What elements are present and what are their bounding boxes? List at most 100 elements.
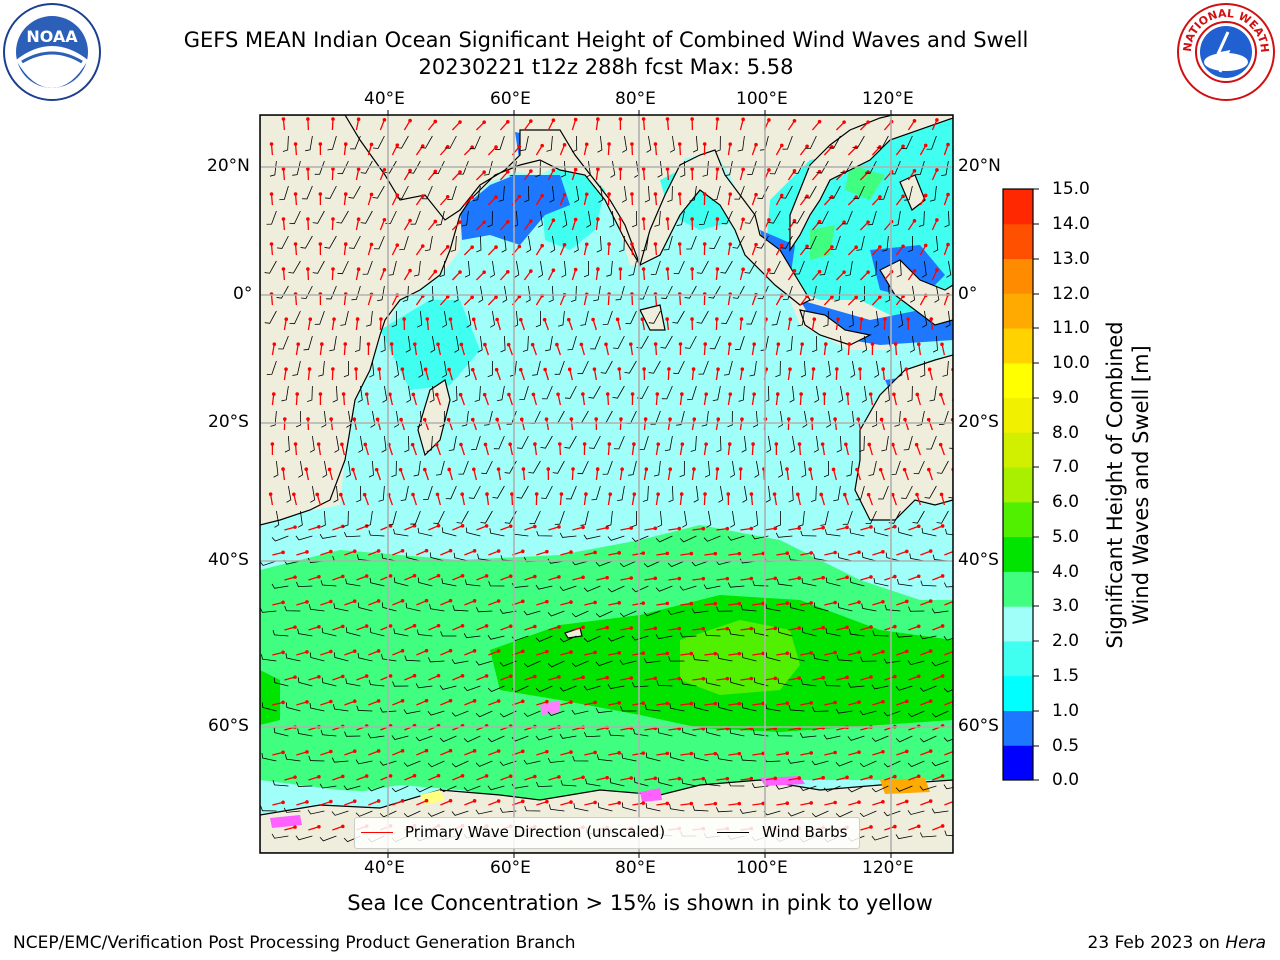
wind-barb [740, 604, 757, 612]
wind-barb [680, 160, 686, 178]
wind-barb [687, 385, 697, 401]
wave-arrow [871, 296, 881, 306]
wave-arrow-head [484, 574, 489, 578]
wind-barb [524, 805, 541, 812]
wave-arrow-head [520, 599, 525, 604]
wave-arrow-head [546, 467, 551, 471]
wind-barb [548, 804, 565, 812]
wave-arrow [619, 418, 622, 431]
wave-arrow [752, 552, 764, 556]
wind-barb [702, 160, 709, 177]
wind-barb [907, 660, 925, 666]
wave-arrow-head [284, 367, 288, 371]
wind-barb [696, 260, 709, 274]
wave-arrow-head [482, 120, 486, 125]
wave-arrow [452, 625, 463, 631]
wind-barb [945, 528, 953, 536]
wave-arrow [460, 344, 466, 356]
wave-arrow [680, 702, 692, 706]
wave-arrow [534, 444, 538, 456]
wind-barb [558, 310, 565, 327]
wind-barb [864, 160, 877, 174]
wave-arrow-head [812, 317, 817, 321]
wind-barb [780, 185, 793, 199]
wind-barb [848, 310, 854, 328]
wind-barb [897, 579, 913, 587]
wind-barb [588, 385, 601, 399]
wave-arrow [475, 171, 485, 181]
wave-arrow-head [435, 392, 439, 397]
wave-arrow-head [356, 217, 361, 222]
wind-barb [801, 460, 807, 478]
wind-barb [540, 435, 553, 449]
wave-arrow [632, 752, 644, 756]
wave-arrow-head [857, 800, 861, 804]
wave-arrow [440, 550, 451, 556]
wave-arrow [452, 575, 463, 581]
wave-arrow [608, 652, 620, 656]
wave-arrow [848, 651, 860, 656]
wind-barb [720, 260, 733, 274]
wave-arrow-head [630, 242, 634, 246]
wave-arrow-head [630, 192, 634, 196]
wave-arrow-head [715, 167, 720, 171]
wind-barb [345, 627, 361, 637]
wave-arrow-head [640, 317, 645, 321]
wind-barb [842, 510, 853, 525]
wave-arrow-head [352, 549, 357, 554]
wave-arrow-head [551, 118, 556, 123]
wave-arrow-head [281, 217, 286, 221]
wave-arrow-head [703, 492, 707, 496]
wave-arrow [607, 143, 610, 156]
wave-arrow [799, 344, 803, 356]
wave-arrow-head [281, 117, 286, 121]
wave-arrow-head [460, 573, 465, 578]
wave-arrow [895, 145, 904, 156]
wave-arrow-head [916, 824, 921, 829]
wave-arrow-head [715, 117, 720, 121]
wind-barb [571, 610, 589, 618]
wave-arrow-head [420, 144, 425, 148]
wind-barb [292, 360, 301, 376]
wave-arrow-head [869, 775, 873, 779]
wind-barb [522, 335, 529, 352]
wave-arrow-head [305, 650, 309, 654]
wave-arrow [488, 750, 499, 756]
wind-barb [281, 385, 289, 402]
map-panel [260, 115, 959, 853]
wave-arrow [641, 319, 646, 331]
wind-barb [469, 135, 481, 150]
wave-arrow [644, 627, 656, 631]
wave-arrow-head [754, 192, 758, 197]
wind-barb [435, 210, 445, 226]
wind-barb [441, 360, 447, 378]
wave-arrow [294, 443, 298, 456]
wave-arrow [436, 444, 442, 456]
wind-barb [907, 760, 925, 768]
wave-arrow-head [533, 524, 537, 529]
wind-barb [679, 585, 697, 591]
wave-arrow [415, 195, 424, 206]
wind-barb [693, 752, 709, 762]
wave-arrow-head [366, 342, 371, 346]
wind-barb [538, 260, 544, 278]
wave-arrow-head [713, 701, 718, 706]
wave-arrow [620, 627, 632, 631]
wave-arrow-head [653, 626, 658, 631]
wave-arrow-head [420, 194, 425, 198]
wave-arrow [426, 318, 430, 331]
lat-label: 20°S [958, 412, 999, 432]
wave-arrow-head [293, 242, 298, 246]
wave-arrow [630, 344, 634, 356]
wave-arrow-head [270, 442, 275, 446]
wave-arrow [378, 368, 382, 381]
wave-arrow [920, 600, 931, 606]
wave-arrow-head [472, 799, 477, 803]
wind-barb [286, 485, 292, 503]
wave-arrow-head [340, 674, 345, 679]
wave-arrow [341, 444, 346, 456]
wind-barb [305, 135, 313, 152]
colorbar-segment [1003, 640, 1033, 677]
wave-arrow [956, 119, 959, 130]
wave-arrow-head [352, 649, 357, 654]
